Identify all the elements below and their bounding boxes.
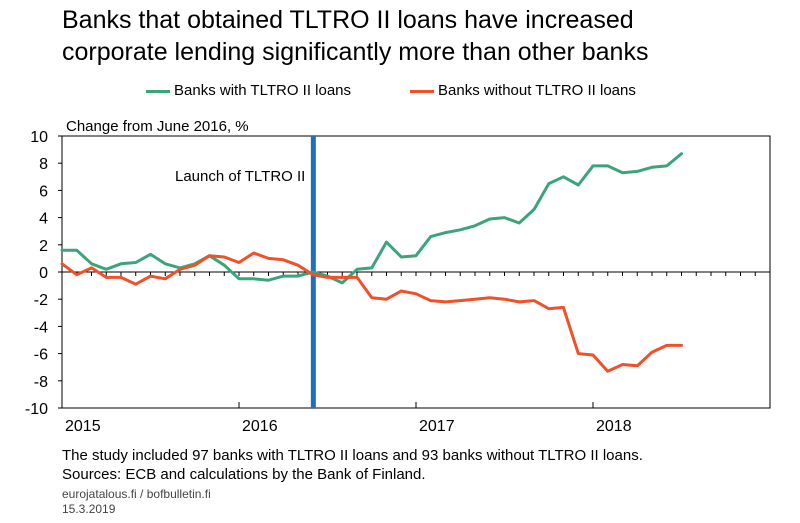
publication-date: 15.3.2019 <box>62 502 116 516</box>
x-tick-label: 2016 <box>242 418 278 435</box>
legend-swatch-with-tltro <box>146 90 170 93</box>
x-tick-label: 2015 <box>65 418 101 435</box>
y-tick-label: 6 <box>39 183 48 200</box>
y-tick-label: -10 <box>25 401 48 418</box>
legend: Banks with TLTRO II loans Banks without … <box>0 80 800 102</box>
title-line-1: Banks that obtained TLTRO II loans have … <box>62 6 634 34</box>
x-tick-label: 2018 <box>596 418 632 435</box>
y-tick-label: -4 <box>34 319 48 336</box>
series-line-with-tltro <box>60 152 683 285</box>
legend-label-without-tltro: Banks without TLTRO II loans <box>438 82 636 99</box>
launch-annotation-label: Launch of TLTRO II <box>175 168 305 185</box>
sources-note: Sources: ECB and calculations by the Ban… <box>62 466 426 483</box>
y-tick-label: 0 <box>39 265 48 282</box>
x-tick-label: 2017 <box>419 418 455 435</box>
legend-swatch-without-tltro <box>410 90 434 93</box>
title-line-2: corporate lending significantly more tha… <box>62 38 649 66</box>
y-tick-label: -2 <box>34 292 48 309</box>
y-axis-unit-label: Change from June 2016, % <box>66 118 249 135</box>
chart-title: Banks that obtained TLTRO II loans have … <box>62 4 782 68</box>
y-tick-label: -8 <box>34 374 48 391</box>
site-credit: eurojatalous.fi / bofbulletin.fi <box>62 487 211 501</box>
y-tick-label: -6 <box>34 347 48 364</box>
y-tick-label: 8 <box>39 156 48 173</box>
series-line-without-tltro <box>60 251 683 373</box>
y-tick-label: 4 <box>39 211 48 228</box>
y-tick-label: 2 <box>39 238 48 255</box>
y-tick-label: 10 <box>30 129 48 146</box>
legend-label-with-tltro: Banks with TLTRO II loans <box>174 82 352 99</box>
footnote: The study included 97 banks with TLTRO I… <box>62 447 643 464</box>
